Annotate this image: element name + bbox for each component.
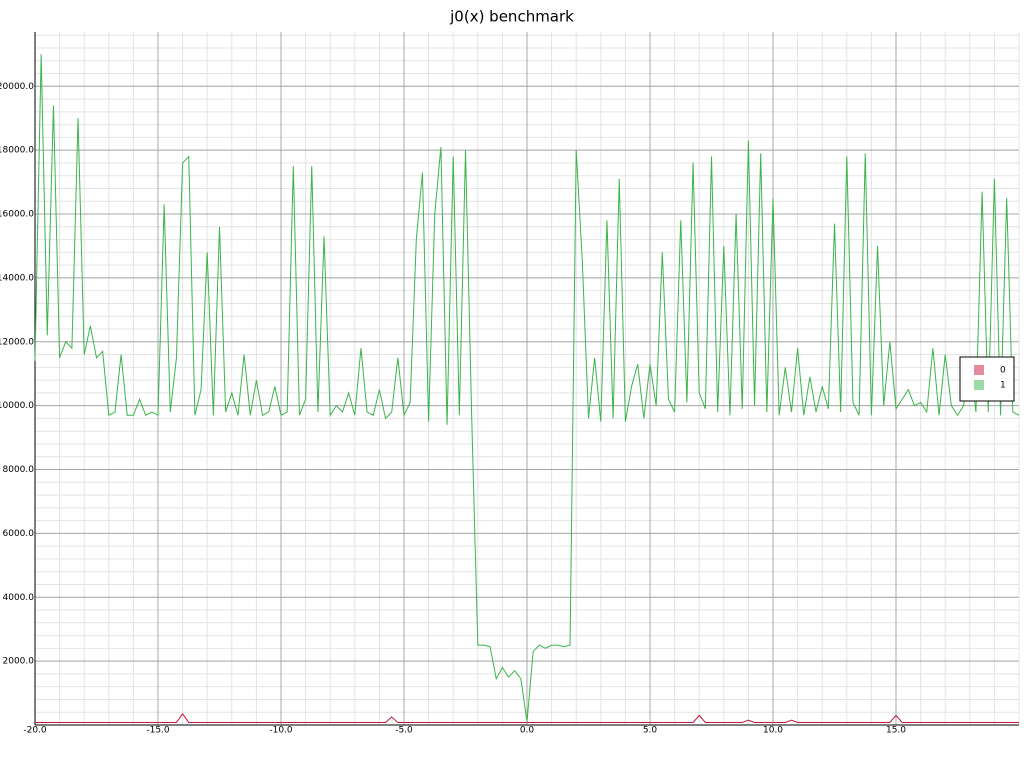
- legend-swatch: [974, 380, 984, 390]
- chart-title: j0(x) benchmark: [449, 8, 574, 26]
- y-tick-label: 2000.0: [3, 657, 35, 667]
- x-tick-label: -20.0: [23, 726, 47, 736]
- y-tick-label: 10000.0: [0, 401, 34, 411]
- legend-swatch: [974, 365, 984, 375]
- y-tick-label: 16000.0: [0, 210, 34, 220]
- y-tick-label: 18000.0: [0, 146, 34, 156]
- x-tick-label: -5.0: [395, 726, 413, 736]
- legend-box: [959, 356, 1015, 402]
- x-tick-label: 15.0: [886, 726, 906, 736]
- x-tick-label: -10.0: [269, 726, 293, 736]
- x-tick-label: 10.0: [763, 726, 783, 736]
- line-series: [34, 54, 1020, 722]
- legend-label: 1: [1000, 381, 1006, 391]
- x-tick-label: 5.0: [643, 726, 658, 736]
- line-series: [35, 712, 1019, 723]
- y-tick-label: 8000.0: [3, 465, 35, 475]
- y-tick-label: 6000.0: [3, 529, 35, 539]
- x-tick-label: 0.0: [520, 726, 535, 736]
- y-tick-label: 12000.0: [0, 337, 34, 347]
- y-tick-label: 20000.0: [0, 82, 34, 92]
- y-tick-label: 14000.0: [0, 273, 34, 283]
- legend-label: 0: [1000, 366, 1006, 376]
- x-tick-label: -15.0: [146, 726, 170, 736]
- y-tick-label: 4000.0: [3, 593, 35, 603]
